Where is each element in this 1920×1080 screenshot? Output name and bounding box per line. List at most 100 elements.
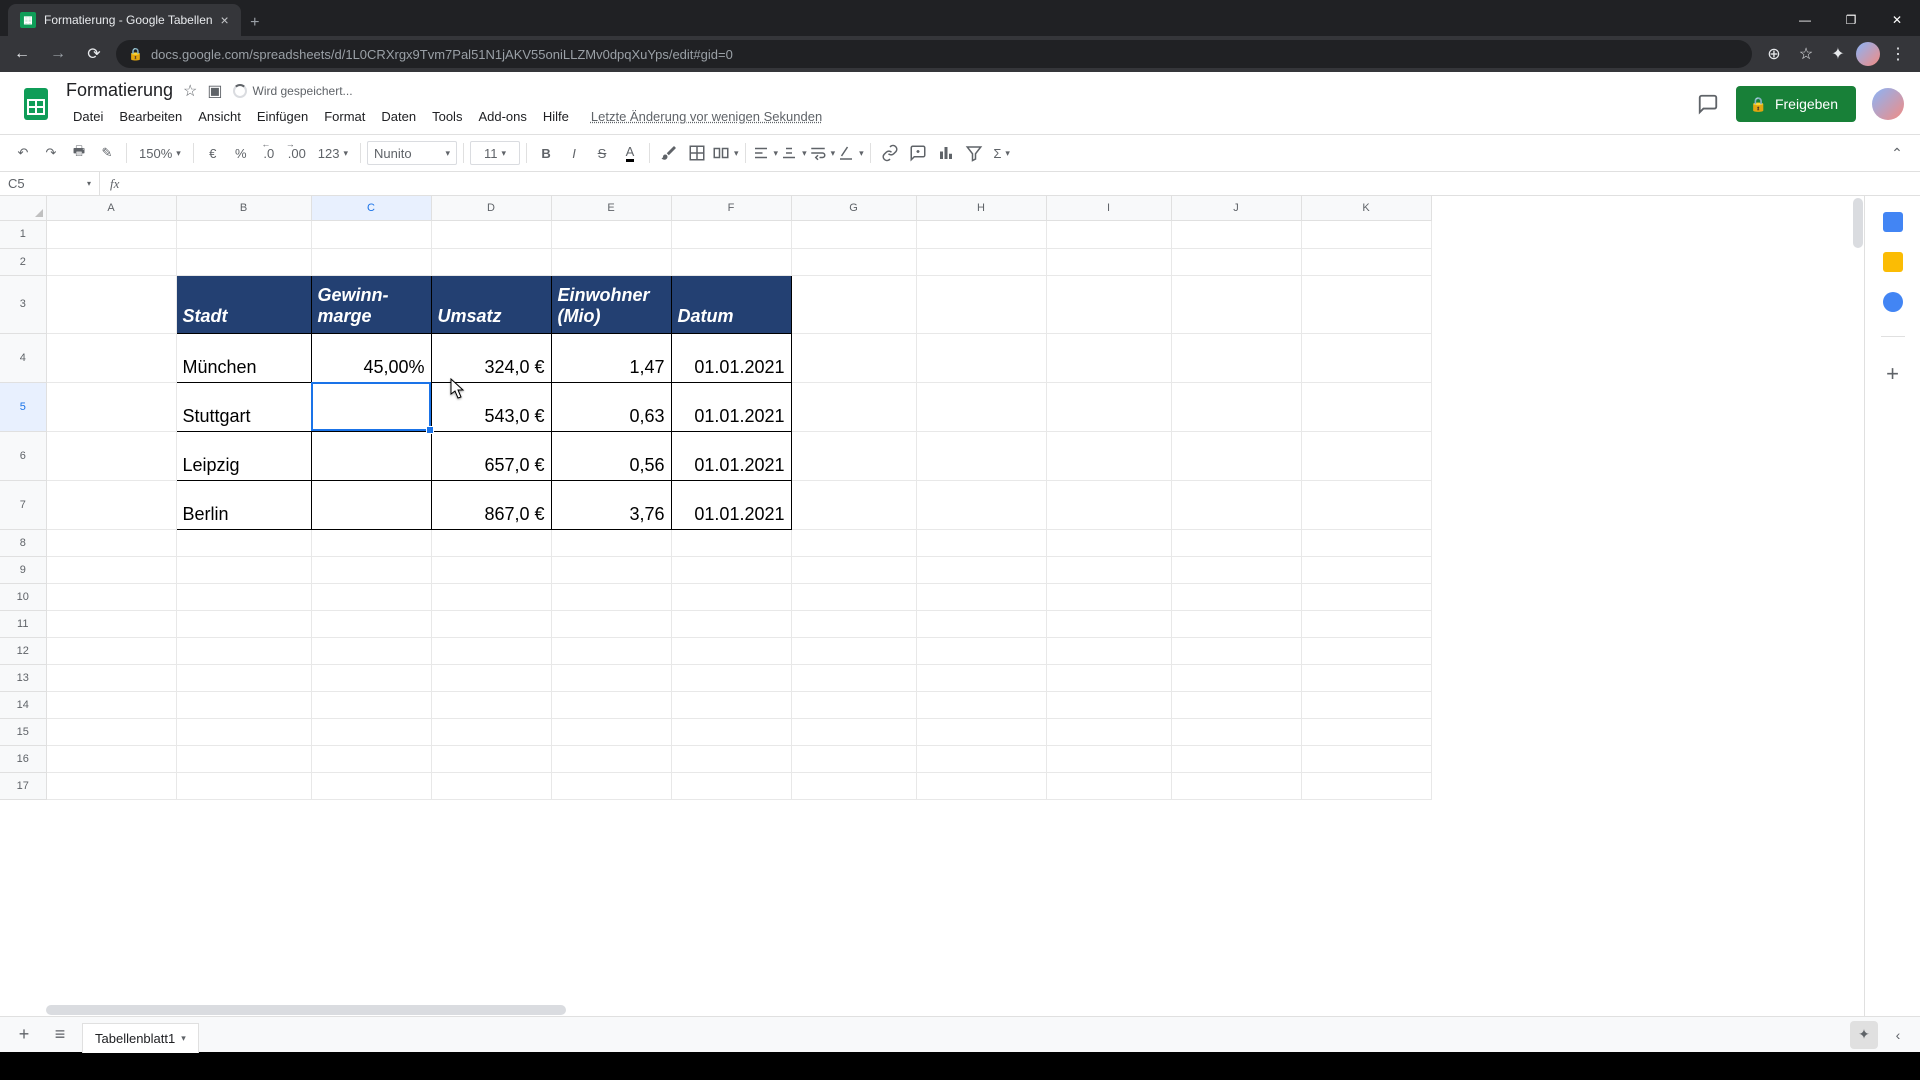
keep-icon[interactable] xyxy=(1883,252,1903,272)
borders-button[interactable] xyxy=(684,140,710,166)
cell-E12[interactable] xyxy=(551,637,671,664)
v-align-button[interactable] xyxy=(780,140,807,166)
cell-C8[interactable] xyxy=(311,529,431,556)
column-header-J[interactable]: J xyxy=(1171,196,1301,220)
cell-F8[interactable] xyxy=(671,529,791,556)
cell-G8[interactable] xyxy=(791,529,916,556)
cell-A6[interactable] xyxy=(46,431,176,480)
cell-A15[interactable] xyxy=(46,718,176,745)
cell-C6[interactable] xyxy=(311,431,431,480)
menu-einfügen[interactable]: Einfügen xyxy=(250,105,315,128)
column-header-D[interactable]: D xyxy=(431,196,551,220)
menu-tools[interactable]: Tools xyxy=(425,105,469,128)
row-header-10[interactable]: 10 xyxy=(0,583,46,610)
document-title[interactable]: Formatierung xyxy=(66,80,173,101)
cell-G1[interactable] xyxy=(791,220,916,248)
grid-area[interactable]: ABCDEFGHIJK123StadtGewinn- margeUmsatzEi… xyxy=(0,196,1864,1016)
cell-K6[interactable] xyxy=(1301,431,1431,480)
cell-B4[interactable]: München xyxy=(176,333,311,382)
cell-I6[interactable] xyxy=(1046,431,1171,480)
cell-C15[interactable] xyxy=(311,718,431,745)
increase-decimal-button[interactable]: →.00 xyxy=(284,140,310,166)
cell-K16[interactable] xyxy=(1301,745,1431,772)
cell-D15[interactable] xyxy=(431,718,551,745)
column-header-G[interactable]: G xyxy=(791,196,916,220)
browser-menu-button[interactable]: ⋮ xyxy=(1884,40,1912,68)
comments-button[interactable] xyxy=(1696,92,1720,116)
cell-K10[interactable] xyxy=(1301,583,1431,610)
cell-H17[interactable] xyxy=(916,772,1046,799)
bookmark-icon[interactable]: ☆ xyxy=(1792,40,1820,68)
url-input[interactable]: 🔒 docs.google.com/spreadsheets/d/1L0CRXr… xyxy=(116,40,1752,68)
horizontal-scrollbar-thumb[interactable] xyxy=(46,1005,566,1015)
calendar-icon[interactable] xyxy=(1883,212,1903,232)
cell-K9[interactable] xyxy=(1301,556,1431,583)
cell-K4[interactable] xyxy=(1301,333,1431,382)
column-header-B[interactable]: B xyxy=(176,196,311,220)
cell-C5[interactable] xyxy=(311,382,431,431)
row-header-17[interactable]: 17 xyxy=(0,772,46,799)
cell-J6[interactable] xyxy=(1171,431,1301,480)
cell-G14[interactable] xyxy=(791,691,916,718)
cell-B3[interactable]: Stadt xyxy=(176,275,311,333)
cell-E13[interactable] xyxy=(551,664,671,691)
cell-D17[interactable] xyxy=(431,772,551,799)
cell-E11[interactable] xyxy=(551,610,671,637)
zoom-select[interactable]: 150% xyxy=(133,140,187,166)
cell-I1[interactable] xyxy=(1046,220,1171,248)
cell-I11[interactable] xyxy=(1046,610,1171,637)
cell-I10[interactable] xyxy=(1046,583,1171,610)
cell-D14[interactable] xyxy=(431,691,551,718)
menu-hilfe[interactable]: Hilfe xyxy=(536,105,576,128)
cell-G13[interactable] xyxy=(791,664,916,691)
cell-J7[interactable] xyxy=(1171,480,1301,529)
cell-D13[interactable] xyxy=(431,664,551,691)
italic-button[interactable]: I xyxy=(561,140,587,166)
window-close-button[interactable]: ✕ xyxy=(1874,4,1920,36)
paint-format-button[interactable]: ✎ xyxy=(94,140,120,166)
cell-D8[interactable] xyxy=(431,529,551,556)
cell-H2[interactable] xyxy=(916,248,1046,275)
menu-daten[interactable]: Daten xyxy=(374,105,423,128)
cell-E15[interactable] xyxy=(551,718,671,745)
cell-K17[interactable] xyxy=(1301,772,1431,799)
cell-H1[interactable] xyxy=(916,220,1046,248)
tasks-icon[interactable] xyxy=(1883,292,1903,312)
cell-J9[interactable] xyxy=(1171,556,1301,583)
cell-D6[interactable]: 657,0 € xyxy=(431,431,551,480)
nav-forward-button[interactable]: → xyxy=(44,40,72,68)
column-header-C[interactable]: C xyxy=(311,196,431,220)
cell-H5[interactable] xyxy=(916,382,1046,431)
cell-A16[interactable] xyxy=(46,745,176,772)
sheet-tab[interactable]: Tabellenblatt1 xyxy=(82,1023,199,1053)
extensions-icon[interactable]: ✦ xyxy=(1824,40,1852,68)
decrease-decimal-button[interactable]: ←.0 xyxy=(256,140,282,166)
cell-F4[interactable]: 01.01.2021 xyxy=(671,333,791,382)
cell-B1[interactable] xyxy=(176,220,311,248)
select-all-corner[interactable] xyxy=(0,196,46,220)
cell-E7[interactable]: 3,76 xyxy=(551,480,671,529)
currency-button[interactable]: € xyxy=(200,140,226,166)
cell-H6[interactable] xyxy=(916,431,1046,480)
cell-B10[interactable] xyxy=(176,583,311,610)
cell-C14[interactable] xyxy=(311,691,431,718)
browser-tab[interactable]: ▦ Formatierung - Google Tabellen × xyxy=(8,4,241,36)
cell-C3[interactable]: Gewinn- marge xyxy=(311,275,431,333)
cell-A9[interactable] xyxy=(46,556,176,583)
cell-C10[interactable] xyxy=(311,583,431,610)
cell-H15[interactable] xyxy=(916,718,1046,745)
nav-reload-button[interactable]: ⟳ xyxy=(80,40,108,68)
cell-A14[interactable] xyxy=(46,691,176,718)
h-align-button[interactable] xyxy=(752,140,779,166)
row-header-4[interactable]: 4 xyxy=(0,333,46,382)
row-header-14[interactable]: 14 xyxy=(0,691,46,718)
cell-J15[interactable] xyxy=(1171,718,1301,745)
vertical-scrollbar-thumb[interactable] xyxy=(1853,198,1863,248)
cell-G4[interactable] xyxy=(791,333,916,382)
column-header-A[interactable]: A xyxy=(46,196,176,220)
cell-B5[interactable]: Stuttgart xyxy=(176,382,311,431)
cell-B7[interactable]: Berlin xyxy=(176,480,311,529)
cell-J11[interactable] xyxy=(1171,610,1301,637)
cell-F16[interactable] xyxy=(671,745,791,772)
cell-I3[interactable] xyxy=(1046,275,1171,333)
